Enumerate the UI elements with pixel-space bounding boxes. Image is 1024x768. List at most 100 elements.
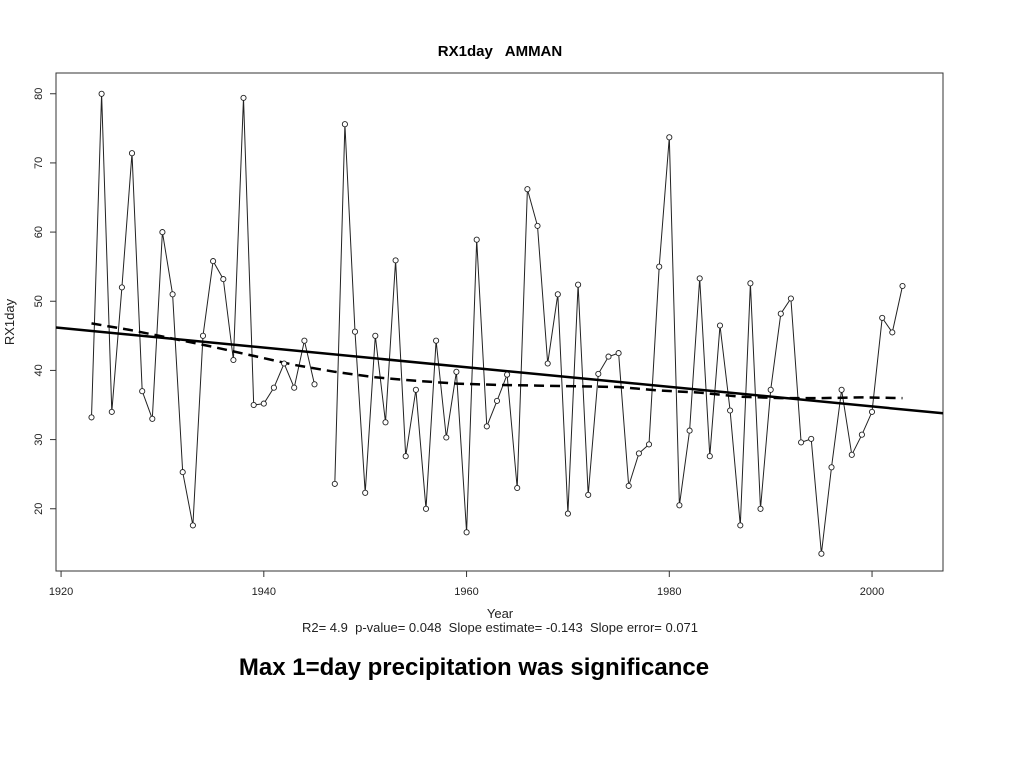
- data-point: [433, 337, 440, 344]
- data-point: [645, 441, 653, 448]
- data-point: [798, 439, 805, 446]
- data-point: [818, 550, 825, 557]
- data-point: [808, 435, 815, 442]
- data-point: [210, 258, 217, 265]
- x-axis-label: Year: [487, 606, 514, 621]
- data-point: [605, 353, 612, 360]
- slide-caption: Max 1=day precipitation was significance: [238, 654, 710, 681]
- data-point: [514, 484, 521, 492]
- data-point: [453, 368, 460, 375]
- data-point: [838, 386, 845, 393]
- data-point: [777, 310, 784, 317]
- data-point: [868, 408, 876, 415]
- y-tick-label: 30: [33, 433, 45, 445]
- y-axis-label: RX1day: [2, 298, 17, 345]
- data-point: [362, 489, 369, 496]
- data-point: [615, 350, 622, 357]
- data-point: [676, 502, 683, 509]
- data-point: [504, 371, 511, 378]
- data-point: [727, 407, 734, 414]
- data-point: [149, 415, 156, 422]
- data-point: [443, 434, 450, 441]
- data-point: [281, 360, 288, 367]
- data-point: [189, 522, 196, 529]
- data-point: [595, 370, 602, 377]
- x-tick-label: 1940: [252, 586, 276, 598]
- data-point: [656, 263, 663, 270]
- data-point: [544, 360, 551, 367]
- chart-title: RX1day AMMAN: [438, 43, 562, 60]
- data-point: [301, 337, 308, 344]
- data-point: [291, 384, 298, 391]
- data-point: [483, 423, 490, 430]
- data-point: [767, 386, 774, 393]
- data-point: [392, 257, 399, 264]
- plot-frame: [55, 72, 944, 572]
- data-point: [848, 451, 855, 458]
- data-point: [128, 150, 136, 157]
- regression-stats: R2= 4.9 p-value= 0.048 Slope estimate= -…: [302, 620, 698, 635]
- data-point: [564, 510, 571, 517]
- data-point: [220, 276, 227, 283]
- data-point: [666, 134, 673, 141]
- data-point: [179, 469, 186, 476]
- data-point: [879, 314, 886, 321]
- data-point: [230, 356, 237, 364]
- data-point: [493, 397, 501, 404]
- data-point: [534, 222, 541, 229]
- y-tick-label: 20: [33, 503, 45, 515]
- data-point: [686, 427, 693, 434]
- data-point: [98, 90, 105, 97]
- data-point: [899, 282, 906, 290]
- y-tick-label: 50: [33, 295, 45, 307]
- data-point: [858, 431, 865, 438]
- x-tick-label: 1920: [49, 586, 73, 598]
- data-point: [585, 491, 592, 498]
- data-point: [554, 291, 561, 298]
- data-point: [787, 295, 794, 302]
- y-tick-label: 70: [33, 157, 45, 169]
- data-point: [311, 381, 318, 388]
- data-point: [463, 529, 470, 536]
- data-point: [747, 280, 754, 287]
- axis-layer: 1920 1940 1960 1980 2000 20 30 40 50 60 70 80: [33, 88, 884, 598]
- observation-line: [334, 124, 903, 554]
- data-point: [270, 384, 277, 391]
- y-tick-label: 60: [33, 226, 45, 238]
- smoothed-trend-line: [91, 322, 903, 400]
- observation-line: [91, 93, 315, 526]
- data-point: [139, 388, 146, 395]
- plot-layer: [55, 90, 944, 557]
- data-point: [169, 291, 176, 298]
- data-point: [473, 236, 480, 243]
- data-point: [625, 482, 632, 489]
- data-point: [260, 400, 267, 407]
- data-point: [402, 453, 409, 460]
- x-tick-label: 1980: [657, 586, 681, 598]
- data-point: [88, 414, 95, 421]
- data-point: [108, 408, 115, 415]
- y-tick-label: 80: [33, 88, 45, 100]
- data-point: [118, 284, 125, 291]
- data-point: [199, 332, 207, 339]
- data-point: [716, 322, 724, 329]
- data-point: [696, 275, 703, 282]
- data-point: [240, 94, 247, 101]
- data-point: [828, 464, 835, 471]
- data-point: [351, 328, 359, 335]
- data-point: [341, 121, 348, 128]
- data-point: [706, 453, 713, 460]
- data-point: [412, 386, 419, 393]
- data-point: [250, 401, 257, 409]
- data-point: [372, 332, 379, 339]
- data-point: [575, 281, 582, 288]
- x-tick-label: 2000: [860, 586, 884, 598]
- data-point: [331, 480, 338, 487]
- y-tick-label: 40: [33, 364, 45, 376]
- data-point: [757, 505, 764, 512]
- data-point: [737, 522, 744, 529]
- data-point: [422, 505, 430, 512]
- data-point: [635, 450, 642, 457]
- data-point: [524, 186, 531, 193]
